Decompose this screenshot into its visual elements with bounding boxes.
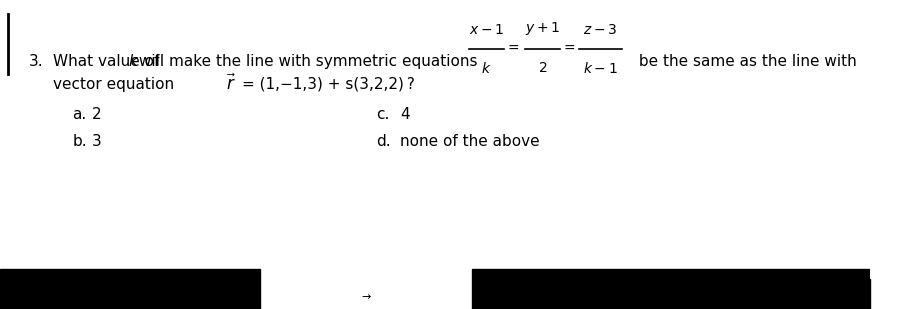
Text: vector equation: vector equation: [53, 77, 174, 91]
Text: will make the line with symmetric equations: will make the line with symmetric equati…: [133, 53, 477, 69]
Text: b.: b.: [72, 133, 87, 149]
Text: →: →: [361, 292, 371, 302]
Text: 4: 4: [400, 107, 410, 121]
Text: 3.: 3.: [29, 53, 43, 69]
Text: 3: 3: [91, 133, 101, 149]
Bar: [0, 269, 260, 309]
Text: k: k: [128, 53, 137, 69]
Text: 2: 2: [91, 107, 101, 121]
Text: be the same as the line with: be the same as the line with: [633, 53, 856, 69]
Text: $z-3$: $z-3$: [583, 23, 617, 37]
FancyBboxPatch shape: [255, 271, 476, 309]
Text: $\vec{r}$: $\vec{r}$: [226, 74, 236, 94]
Text: d.: d.: [375, 133, 390, 149]
Text: $x-1$: $x-1$: [468, 23, 503, 37]
Text: $2$: $2$: [538, 61, 547, 75]
Text: = (1,−1,3) + s(3,2,2) ?: = (1,−1,3) + s(3,2,2) ?: [242, 77, 414, 91]
Text: What value of: What value of: [53, 53, 164, 69]
Text: $y+1$: $y+1$: [524, 20, 559, 37]
Text: none of the above: none of the above: [400, 133, 538, 149]
Text: =: =: [563, 42, 575, 56]
Bar: [472, 269, 870, 309]
Text: $k-1$: $k-1$: [583, 61, 617, 76]
Bar: [0, 279, 870, 309]
Text: a.: a.: [72, 107, 87, 121]
Text: $k$: $k$: [481, 61, 492, 76]
Text: c.: c.: [375, 107, 389, 121]
Text: =: =: [507, 42, 519, 56]
